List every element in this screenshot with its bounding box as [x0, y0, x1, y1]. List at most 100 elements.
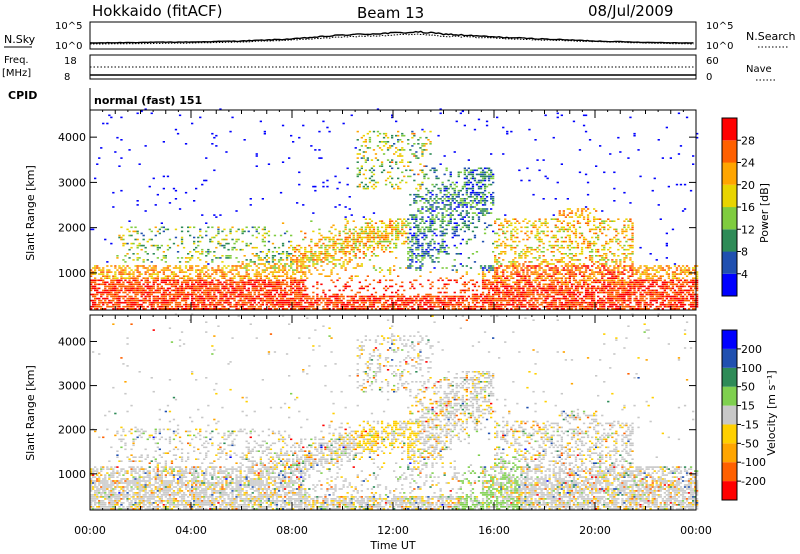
heatmap-cell	[380, 234, 384, 237]
heatmap-cell	[247, 273, 250, 275]
heatmap-cell	[174, 308, 178, 310]
heatmap-cell	[132, 301, 135, 304]
heatmap-cell	[118, 289, 121, 292]
heatmap-cell	[481, 303, 485, 306]
heatmap-cell	[110, 116, 113, 119]
heatmap-cell	[376, 234, 380, 237]
heatmap-cell	[413, 236, 416, 239]
heatmap-cell	[281, 275, 285, 277]
heatmap-cell	[445, 214, 448, 216]
heatmap-cell	[146, 293, 149, 296]
heatmap-cell	[189, 303, 192, 306]
heatmap-cell	[261, 263, 264, 265]
heatmap-cell	[318, 149, 321, 151]
heatmap-cell	[290, 275, 293, 277]
heatmap-cell	[498, 234, 501, 237]
heatmap-cell	[431, 248, 434, 251]
heatmap-cell	[209, 277, 212, 279]
heatmap-cell	[550, 267, 553, 269]
heatmap-cell	[263, 263, 266, 265]
heatmap-cell	[92, 305, 95, 308]
heatmap-cell	[445, 303, 448, 306]
heatmap-cell	[231, 279, 234, 282]
heatmap-cell	[483, 202, 487, 204]
heatmap-cell	[259, 287, 262, 290]
heatmap-cell	[302, 281, 305, 284]
heatmap-cell	[374, 291, 378, 294]
heatmap-cell	[449, 301, 452, 304]
heatmap-cell	[221, 303, 224, 306]
heatmap-cell	[500, 275, 503, 277]
heatmap-cell	[479, 293, 483, 296]
heatmap-cell	[423, 295, 426, 298]
heatmap-cell	[443, 305, 446, 308]
heatmap-cell	[322, 305, 325, 308]
heatmap-cell	[249, 308, 252, 310]
heatmap-cell	[209, 293, 212, 296]
heatmap-cell	[128, 283, 131, 286]
heatmap-cell	[164, 277, 167, 279]
heatmap-cell	[504, 253, 507, 255]
heatmap-cell	[213, 236, 216, 239]
heatmap-cell	[384, 143, 388, 145]
heatmap-cell	[366, 232, 369, 235]
heatmap-cell	[116, 279, 119, 282]
heatmap-cell	[108, 299, 111, 302]
heatmap-cell	[516, 299, 519, 302]
heatmap-cell	[504, 287, 507, 290]
heatmap-cell	[546, 295, 549, 298]
heatmap-cell	[100, 295, 103, 298]
heatmap-cell	[540, 273, 543, 275]
heatmap-cell	[548, 308, 551, 310]
heatmap-cell	[166, 269, 170, 271]
heatmap-cell	[376, 255, 380, 257]
heatmap-cell	[294, 255, 297, 257]
heatmap-cell	[162, 271, 165, 273]
heatmap-cell	[358, 305, 361, 308]
heatmap-cell	[350, 297, 353, 300]
heatmap-cell	[243, 265, 246, 267]
heatmap-cell	[382, 145, 386, 147]
heatmap-cell	[217, 265, 220, 267]
heatmap-cell	[265, 293, 268, 296]
heatmap-cell	[251, 226, 254, 229]
heatmap-cell	[275, 285, 279, 288]
heatmap-cell	[490, 171, 493, 174]
heatmap-cell	[384, 279, 388, 282]
heatmap-cell	[524, 291, 527, 294]
heatmap-cell	[362, 236, 365, 239]
heatmap-cell	[417, 293, 420, 296]
heatmap-cell	[320, 246, 323, 249]
heatmap-cell	[389, 242, 392, 245]
heatmap-cell	[130, 301, 133, 304]
heatmap-cell	[334, 253, 337, 255]
heatmap-cell	[382, 236, 386, 239]
heatmap-cell	[500, 281, 503, 284]
heatmap-cell	[342, 122, 345, 125]
heatmap-cell	[386, 287, 390, 290]
heatmap-cell	[225, 293, 228, 296]
heatmap-cell	[334, 285, 337, 288]
heatmap-cell	[296, 289, 299, 292]
heatmap-cell	[108, 271, 111, 273]
heatmap-cell	[500, 244, 503, 247]
heatmap-cell	[473, 206, 477, 208]
heatmap-cell	[273, 293, 277, 296]
heatmap-cell	[530, 232, 533, 235]
heatmap-cell	[409, 281, 412, 284]
heatmap-cell	[453, 265, 456, 267]
heatmap-cell	[184, 143, 188, 145]
heatmap-cell	[225, 295, 228, 298]
heatmap-cell	[401, 297, 404, 300]
heatmap-cell	[494, 273, 497, 275]
heatmap-cell	[275, 271, 279, 273]
heatmap-cell	[538, 169, 541, 172]
heatmap-cell	[130, 234, 133, 237]
heatmap-cell	[498, 267, 501, 269]
heatmap-cell	[469, 297, 473, 300]
heatmap-cell	[182, 275, 186, 277]
heatmap-cell	[360, 232, 363, 235]
heatmap-cell	[229, 281, 232, 284]
heatmap-cell	[500, 291, 503, 294]
heatmap-cell	[453, 218, 456, 220]
